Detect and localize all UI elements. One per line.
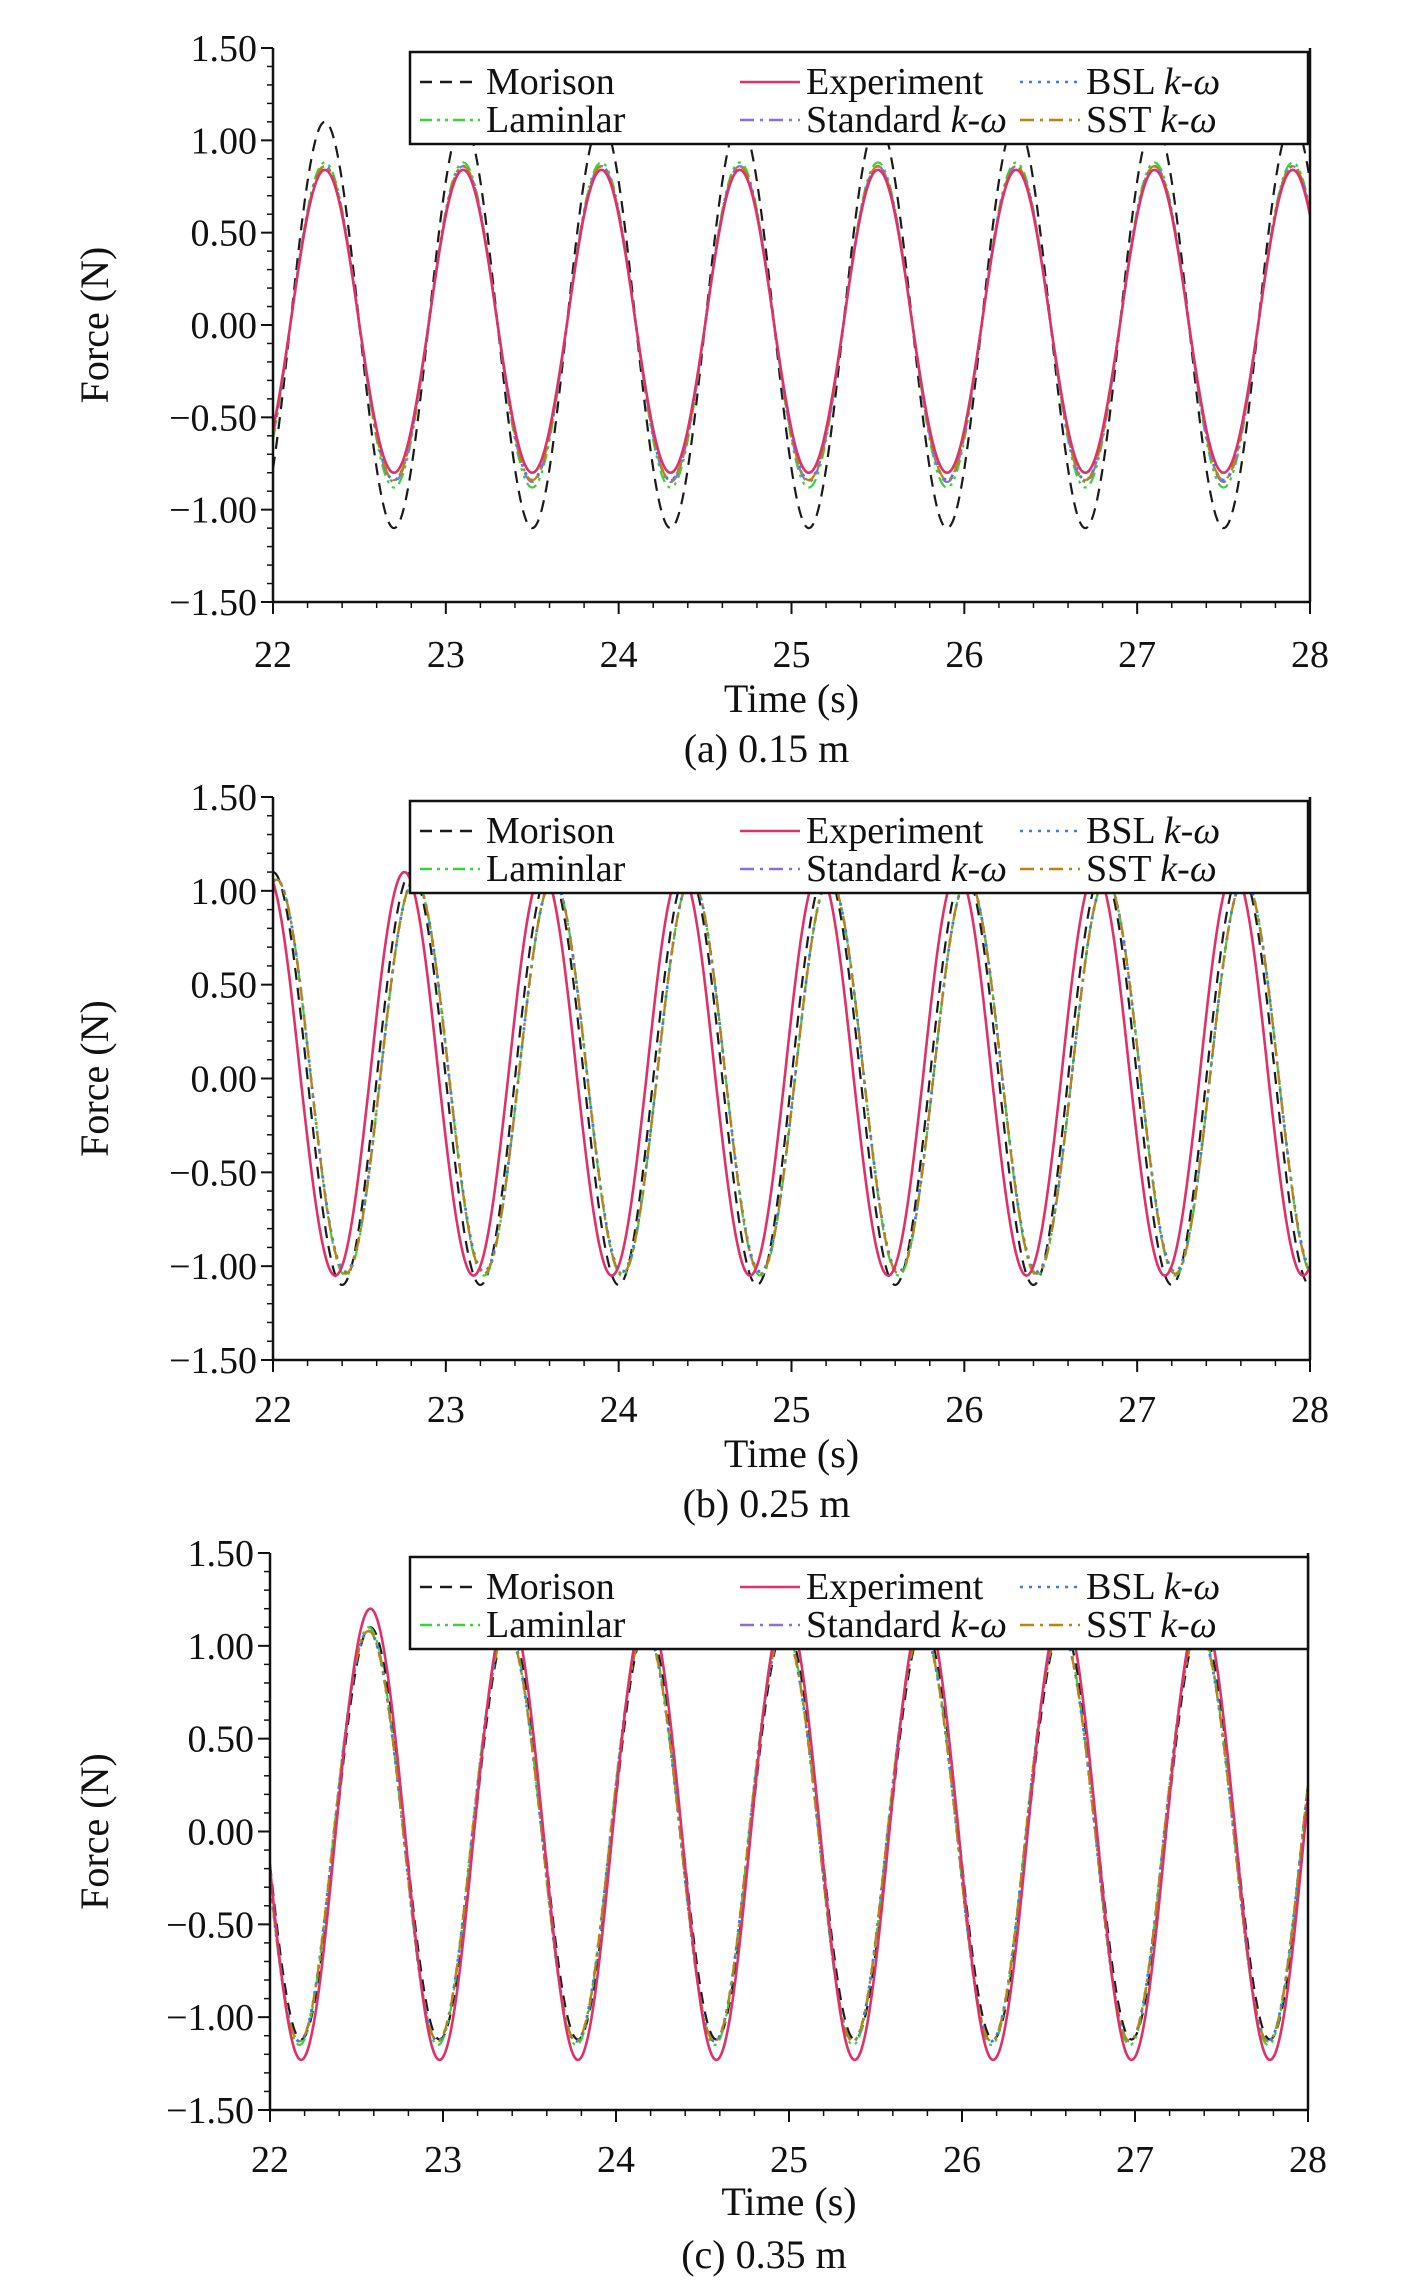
legend-label: Experiment [806, 61, 984, 103]
legend-label: Standard k-ω [806, 1604, 1007, 1646]
legend-label: BSL k-ω [1086, 810, 1220, 852]
x-axis-title: Time (s) [724, 1431, 859, 1476]
x-tick-label: 24 [600, 1389, 638, 1431]
y-tick-label: −1.50 [166, 2090, 254, 2132]
legend-label: BSL k-ω [1086, 1566, 1220, 1608]
legend-label: Laminlar [486, 848, 626, 890]
series-line-sst-k [273, 878, 1310, 1275]
y-tick-label: −1.00 [166, 1997, 254, 2039]
series-group [273, 120, 1310, 530]
panel-1: 1.50 1.00 0.50 0.00 −0.50 −1.00 −1.50 22 23 24 25 2… [72, 28, 1329, 771]
y-tick-label: 0.50 [191, 965, 258, 1007]
legend-label: Laminlar [486, 1604, 626, 1646]
x-tick-label: 23 [427, 634, 465, 676]
y-tick-label: 1.00 [191, 120, 258, 162]
x-tick-label: 28 [1291, 634, 1329, 676]
y-axis-title: Force (N) [72, 247, 117, 404]
legend-label: Experiment [806, 810, 984, 852]
panel-caption: (c) 0.35 m [681, 2232, 847, 2277]
legend-label: Morison [486, 1566, 615, 1608]
legend-box [408, 1555, 1310, 1651]
legend-label: SST k-ω [1086, 99, 1217, 141]
legend: Morison Experiment BSL k-ω Laminlar Standard… [408, 799, 1310, 895]
x-tick-label: 24 [600, 634, 638, 676]
series-line-experiment [270, 1607, 1308, 2062]
y-tick-label: −1.00 [169, 490, 257, 532]
x-tick-label: 24 [597, 2139, 635, 2181]
x-tick-label: 22 [251, 2139, 289, 2181]
y-tick-label: −0.50 [169, 397, 257, 439]
legend-label: SST k-ω [1086, 848, 1217, 890]
legend-label: SST k-ω [1086, 1604, 1217, 1646]
x-tick-label: 26 [945, 1389, 983, 1431]
legend: Morison Experiment BSL k-ω Laminlar Standard… [408, 50, 1310, 146]
y-tick-label: 1.50 [191, 777, 258, 819]
legend: Morison Experiment BSL k-ω Laminlar Standard… [408, 1555, 1310, 1651]
series-line-experiment [273, 168, 1310, 475]
series-line-laminlar [270, 1626, 1308, 2047]
legend-label: Morison [486, 61, 615, 103]
series-group [273, 870, 1310, 1287]
legend-label: Standard k-ω [806, 99, 1007, 141]
x-tick-label: 25 [770, 2139, 808, 2181]
panel-2: 1.50 1.00 0.50 0.00 −0.50 −1.00 −1.50 22 23 24 25 2… [72, 777, 1329, 1526]
y-tick-label: 0.00 [191, 1059, 258, 1101]
x-tick-label: 25 [773, 634, 811, 676]
series-line-experiment [273, 870, 1310, 1277]
y-axis-title: Force (N) [72, 1753, 117, 1910]
series-line-morison [270, 1626, 1308, 2041]
series-line-morison [273, 120, 1310, 530]
x-axis-title: Time (s) [724, 676, 859, 721]
series-line-morison [273, 870, 1310, 1287]
x-tick-label: 23 [424, 2139, 462, 2181]
series-line-bsl-k [270, 1629, 1308, 2043]
x-tick-label: 28 [1289, 2139, 1327, 2181]
y-tick-label: 1.00 [188, 1626, 255, 1668]
x-tick-label: 22 [254, 1389, 292, 1431]
x-tick-label: 23 [427, 1389, 465, 1431]
y-tick-label: 1.50 [191, 28, 258, 70]
y-tick-label: 0.00 [191, 305, 258, 347]
y-tick-label: −1.00 [169, 1246, 257, 1288]
y-tick-label: −0.50 [166, 1904, 254, 1946]
x-tick-label: 27 [1118, 634, 1156, 676]
legend-label: Laminlar [486, 99, 626, 141]
x-tick-label: 27 [1118, 1389, 1156, 1431]
y-tick-label: 0.00 [188, 1812, 255, 1854]
legend-label: BSL k-ω [1086, 61, 1220, 103]
panel-caption: (a) 0.15 m [684, 726, 850, 771]
panel-3: 1.50 1.00 0.50 0.00 −0.50 −1.00 −1.50 22 23 24 25 2… [72, 1533, 1327, 2277]
y-axis-title: Force (N) [72, 1000, 117, 1157]
x-tick-label: 26 [945, 634, 983, 676]
y-tick-label: 1.50 [188, 1533, 255, 1575]
y-tick-label: −0.50 [169, 1152, 257, 1194]
x-tick-label: 28 [1291, 1389, 1329, 1431]
legend-label: Standard k-ω [806, 848, 1007, 890]
y-tick-label: 0.50 [188, 1719, 255, 1761]
legend-box [408, 799, 1310, 895]
series-line-sst-k [270, 1629, 1308, 2043]
y-tick-label: −1.50 [169, 582, 257, 624]
panel-caption: (b) 0.25 m [683, 1481, 851, 1526]
x-tick-label: 25 [773, 1389, 811, 1431]
legend-label: Morison [486, 810, 615, 852]
series-group [270, 1607, 1308, 2062]
x-tick-label: 26 [943, 2139, 981, 2181]
x-tick-label: 27 [1116, 2139, 1154, 2181]
legend-label: Experiment [806, 1566, 984, 1608]
series-line-standard-k [270, 1629, 1308, 2043]
y-tick-label: −1.50 [169, 1340, 257, 1382]
x-tick-label: 22 [254, 634, 292, 676]
y-tick-label: 0.50 [191, 213, 258, 255]
x-axis-title: Time (s) [721, 2179, 856, 2224]
y-tick-label: 1.00 [191, 871, 258, 913]
legend-box [408, 50, 1310, 146]
